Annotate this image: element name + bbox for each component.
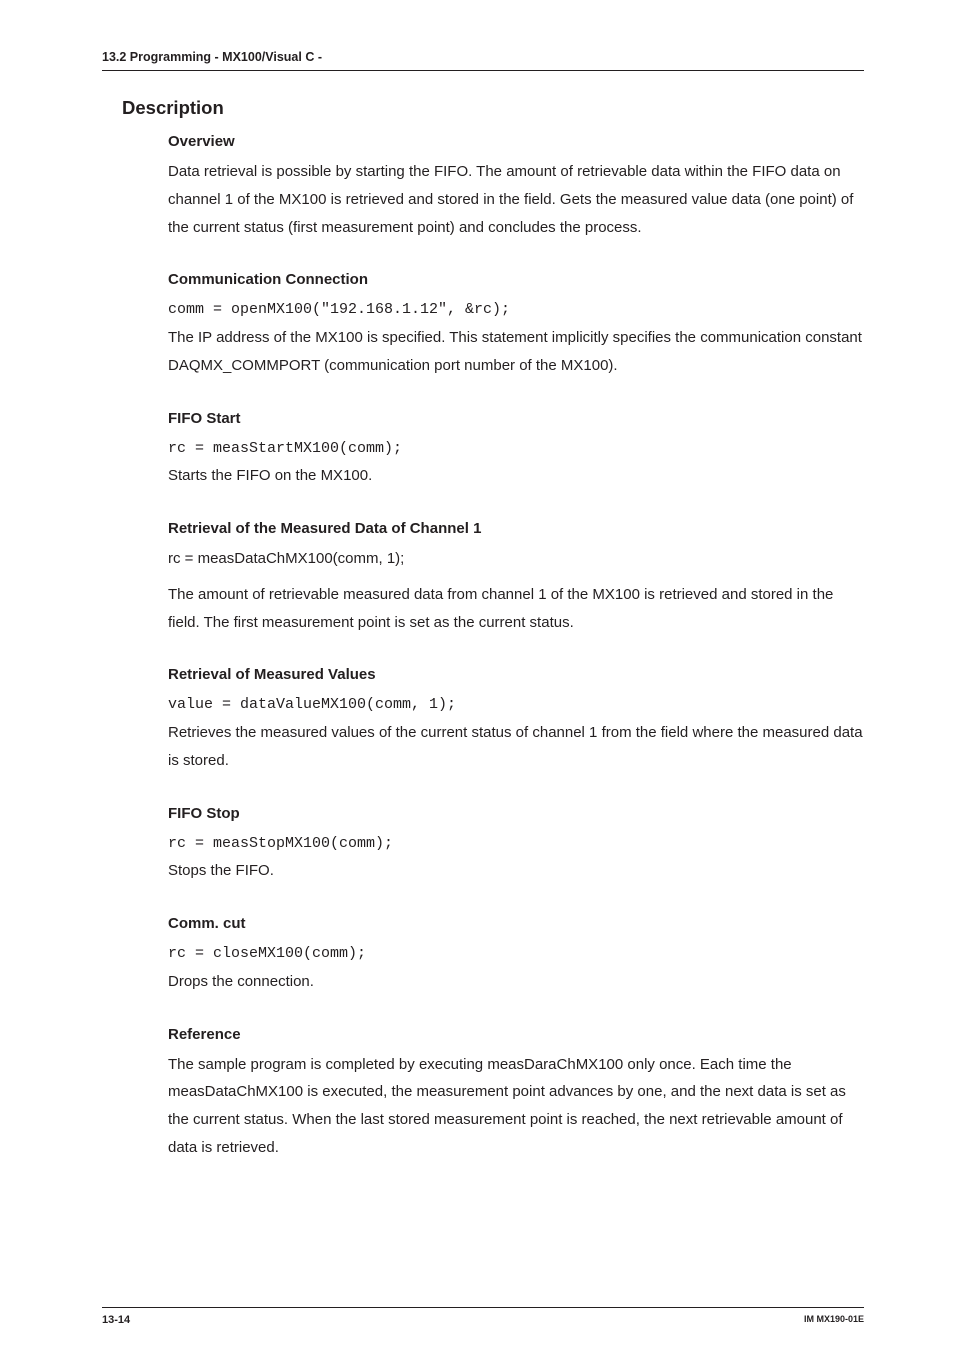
retrieval-values-section: Retrieval of Measured Values value = dat… — [168, 666, 864, 774]
description-title: Description — [122, 97, 864, 119]
retrieval-ch1-section: Retrieval of the Measured Data of Channe… — [168, 520, 864, 636]
comm-cut-code: rc = closeMX100(comm); — [168, 940, 864, 968]
comm-cut-text: Drops the connection. — [168, 968, 864, 996]
comm-conn-section: Communication Connection comm = openMX10… — [168, 271, 864, 379]
overview-text: Data retrieval is possible by starting t… — [168, 158, 864, 241]
fifo-start-code: rc = measStartMX100(comm); — [168, 435, 864, 463]
comm-conn-heading: Communication Connection — [168, 271, 864, 288]
footer-page-number: 13-14 — [102, 1314, 130, 1326]
retrieval-ch1-line1: rc = measDataChMX100(comm, 1); — [168, 545, 864, 573]
overview-section: Overview Data retrieval is possible by s… — [168, 133, 864, 241]
fifo-stop-section: FIFO Stop rc = measStopMX100(comm); Stop… — [168, 805, 864, 886]
reference-section: Reference The sample program is complete… — [168, 1026, 864, 1162]
retrieval-values-code: value = dataValueMX100(comm, 1); — [168, 691, 864, 719]
retrieval-values-heading: Retrieval of Measured Values — [168, 666, 864, 683]
comm-cut-section: Comm. cut rc = closeMX100(comm); Drops t… — [168, 915, 864, 996]
fifo-stop-code: rc = measStopMX100(comm); — [168, 830, 864, 858]
comm-conn-code: comm = openMX100("192.168.1.12", &rc); — [168, 296, 864, 324]
reference-heading: Reference — [168, 1026, 864, 1043]
reference-text: The sample program is completed by execu… — [168, 1051, 864, 1162]
retrieval-values-text: Retrieves the measured values of the cur… — [168, 719, 864, 775]
page-header: 13.2 Programming - MX100/Visual C - — [102, 50, 864, 71]
fifo-stop-heading: FIFO Stop — [168, 805, 864, 822]
fifo-start-heading: FIFO Start — [168, 410, 864, 427]
retrieval-ch1-heading: Retrieval of the Measured Data of Channe… — [168, 520, 864, 537]
fifo-stop-text: Stops the FIFO. — [168, 857, 864, 885]
overview-heading: Overview — [168, 133, 864, 150]
retrieval-ch1-text: The amount of retrievable measured data … — [168, 581, 864, 637]
comm-conn-text: The IP address of the MX100 is specified… — [168, 324, 864, 380]
fifo-start-text: Starts the FIFO on the MX100. — [168, 462, 864, 490]
footer-doc-id: IM MX190-01E — [804, 1314, 864, 1326]
comm-cut-heading: Comm. cut — [168, 915, 864, 932]
page-footer: 13-14 IM MX190-01E — [102, 1307, 864, 1326]
fifo-start-section: FIFO Start rc = measStartMX100(comm); St… — [168, 410, 864, 491]
